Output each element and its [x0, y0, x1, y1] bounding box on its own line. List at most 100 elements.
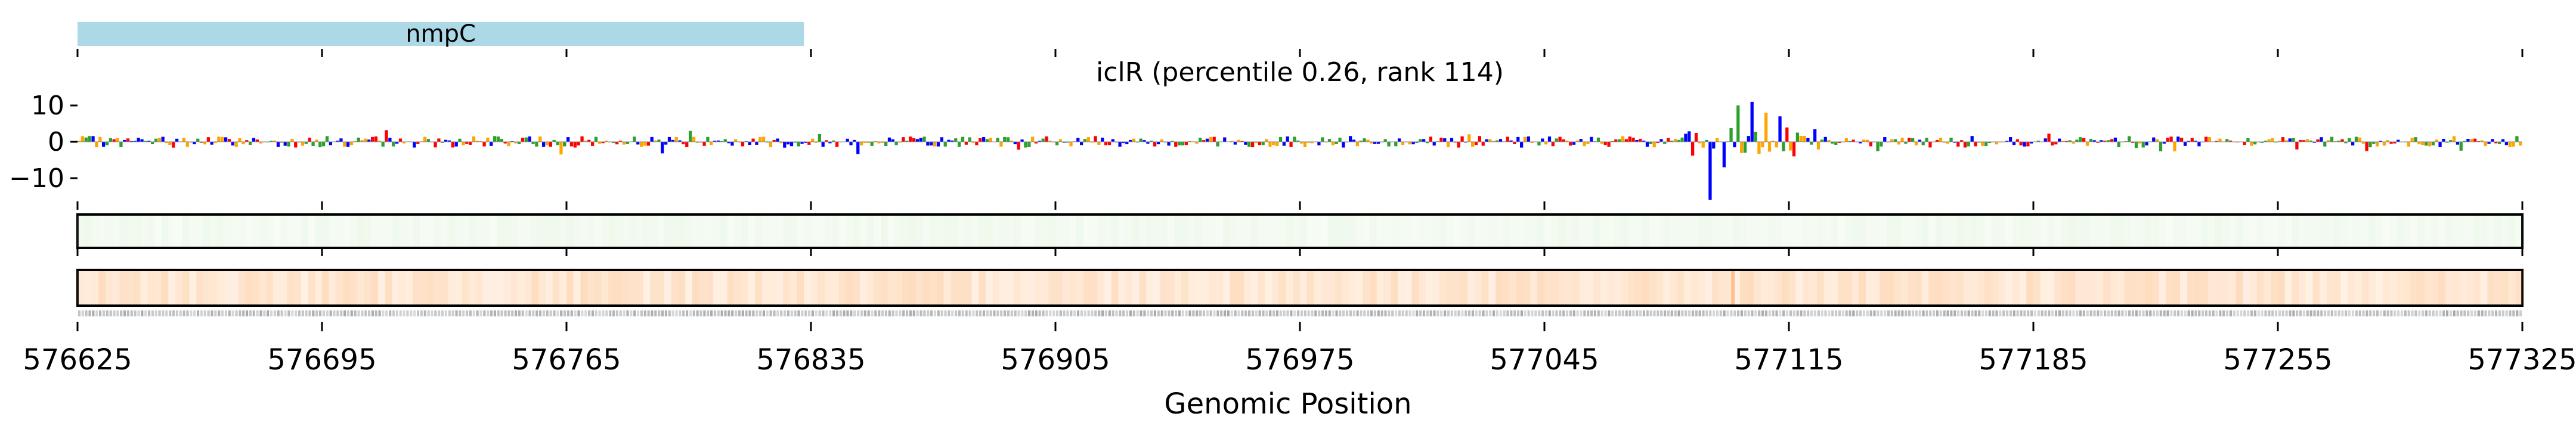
sequence-base: [853, 310, 856, 316]
sequence-base: [1723, 310, 1726, 316]
green-heatmap-cell: [1600, 216, 1608, 247]
orange-heatmap-cell: [2438, 271, 2446, 304]
attribution-bar: [2054, 142, 2058, 145]
attribution-track-title: iclR (percentile 0.26, rank 114): [1096, 57, 1504, 88]
sequence-base: [1293, 310, 1296, 316]
attribution-bar: [2340, 139, 2344, 142]
attribution-bar: [2138, 142, 2141, 144]
green-heatmap-cell: [615, 216, 623, 247]
attribution-bar: [2484, 142, 2487, 146]
attribution-bar: [2051, 142, 2054, 146]
sequence-base: [2481, 310, 2484, 316]
sequence-base: [1269, 310, 1272, 316]
attribution-bar: [2243, 142, 2246, 145]
attribution-bar: [144, 141, 147, 142]
orange-heatmap-cell: [1740, 271, 1747, 304]
attribution-bar: [2229, 140, 2233, 142]
sequence-base: [2498, 310, 2501, 316]
green-heatmap-cell: [531, 216, 539, 247]
sequence-base: [549, 310, 552, 316]
orange-heatmap-cell: [615, 271, 623, 304]
attribution-bar: [1184, 142, 1188, 145]
green-heatmap-cell: [2515, 216, 2522, 247]
orange-heatmap-cell: [2389, 271, 2397, 304]
orange-heatmap-cell: [210, 271, 218, 304]
green-heatmap-cell: [1321, 216, 1328, 247]
green-heatmap-cell: [1921, 216, 1929, 247]
sequence-base: [218, 310, 221, 316]
green-heatmap-cell: [1887, 216, 1894, 247]
attribution-bar: [385, 130, 388, 142]
attribution-bar: [2305, 139, 2309, 142]
attribution-bar: [1038, 141, 1041, 142]
attribution-bar: [1415, 142, 1419, 143]
sequence-base: [902, 310, 905, 316]
orange-heatmap-cell: [1097, 271, 1104, 304]
sequence-base: [1964, 310, 1967, 316]
green-heatmap-cell: [2194, 216, 2201, 247]
sequence-base: [354, 310, 357, 316]
attribution-bar: [787, 142, 790, 145]
attribution-bar: [1457, 142, 1460, 148]
sequence-base: [1649, 310, 1652, 316]
attribution-bar: [2141, 142, 2145, 148]
green-heatmap-cell: [2312, 216, 2320, 247]
sequence-base: [951, 310, 954, 316]
attribution-bar: [1498, 139, 1503, 142]
green-heatmap-cell: [601, 216, 609, 247]
attribution-bar: [1058, 139, 1063, 142]
attribution-bar: [1261, 142, 1265, 145]
orange-heatmap-cell: [447, 271, 455, 304]
sequence-base: [1583, 310, 1586, 316]
green-heatmap-cell: [245, 216, 252, 247]
green-heatmap-cell: [2131, 216, 2138, 247]
sequence-base: [466, 310, 469, 316]
attribution-bar: [514, 142, 518, 144]
sequence-base: [2117, 310, 2120, 316]
sequence-base: [1670, 310, 1673, 316]
sequence-base: [2418, 310, 2421, 316]
sequence-base: [172, 310, 175, 316]
attribution-bar: [783, 142, 787, 148]
attribution-bar: [98, 136, 102, 142]
attribution-bar: [1831, 142, 1834, 144]
orange-heatmap-cell: [287, 271, 295, 304]
sequence-base: [1709, 310, 1712, 316]
sequence-base: [1503, 310, 1506, 316]
attribution-bar: [2512, 142, 2515, 147]
orange-heatmap-cell: [1125, 271, 1132, 304]
attribution-bar: [349, 142, 354, 145]
green-heatmap-cell: [2445, 216, 2453, 247]
green-heatmap-cell: [147, 216, 154, 247]
green-heatmap-cell: [2368, 216, 2376, 247]
attribution-bar: [245, 140, 249, 142]
sequence-base: [81, 310, 84, 316]
attribution-bar: [200, 142, 203, 143]
sequence-base: [298, 310, 301, 316]
sequence-base: [1265, 310, 1268, 316]
attribution-bar: [1278, 136, 1283, 142]
attribution-bar: [1579, 139, 1583, 142]
attribution-bar: [1642, 141, 1646, 142]
orange-heatmap-cell: [1684, 271, 1691, 304]
orange-heatmap-cell: [1306, 271, 1314, 304]
attribution-bar: [413, 142, 416, 148]
sequence-base: [643, 310, 646, 316]
green-heatmap-cell: [84, 216, 92, 247]
sequence-base: [1792, 310, 1795, 316]
attribution-bar: [1373, 142, 1377, 144]
attribution-bar: [1199, 138, 1202, 142]
sequence-base: [305, 310, 308, 316]
sequence-base: [1202, 310, 1205, 316]
sequence-base: [2194, 310, 2197, 316]
attribution-bar: [1122, 142, 1125, 144]
orange-heatmap-cell: [1411, 271, 1419, 304]
attribution-bar: [643, 142, 647, 146]
genomic-axis-label: Genomic Position: [1164, 387, 1411, 421]
attribution-bar: [367, 139, 371, 142]
orange-heatmap-cell: [1677, 271, 1685, 304]
sequence-base: [378, 310, 381, 316]
attribution-bar: [364, 138, 367, 142]
sequence-base: [239, 310, 242, 316]
sequence-base: [2516, 310, 2519, 316]
